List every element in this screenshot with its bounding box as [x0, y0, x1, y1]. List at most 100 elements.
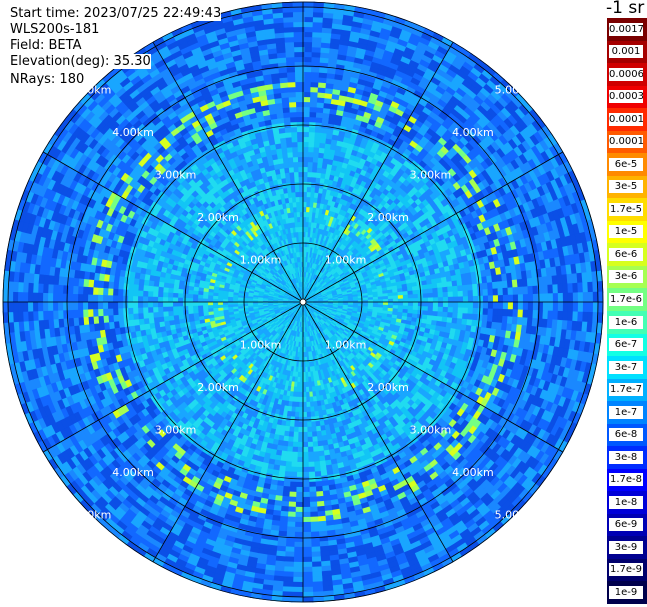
- range-gate: [305, 276, 308, 283]
- range-gate: [342, 75, 353, 83]
- range-gate: [445, 50, 459, 62]
- range-gate: [335, 259, 341, 265]
- range-gate: [305, 216, 310, 223]
- range-gate: [327, 158, 334, 166]
- range-gate: [310, 278, 314, 284]
- range-gate: [470, 67, 483, 79]
- range-gate: [360, 242, 367, 249]
- range-gate: [331, 233, 337, 240]
- range-gate: [345, 229, 352, 236]
- range-gate: [311, 56, 322, 63]
- range-gate: [342, 222, 349, 229]
- range-gate: [338, 94, 348, 102]
- range-gate: [372, 82, 383, 91]
- range-gate: [377, 248, 385, 255]
- range-gate: [321, 167, 328, 175]
- range-gate: [334, 119, 343, 127]
- range-gate: [318, 286, 324, 291]
- range-gate: [317, 92, 327, 99]
- range-gate: [355, 251, 361, 258]
- range-gate: [497, 82, 510, 95]
- range-gate: [305, 292, 308, 298]
- range-gate: [504, 103, 517, 116]
- range-gate: [320, 244, 324, 251]
- range-gate: [337, 49, 349, 56]
- range-gate: [310, 86, 320, 93]
- range-gate: [305, 287, 308, 293]
- range-gate: [321, 261, 326, 268]
- range-gate: [351, 247, 358, 254]
- range-gate: [391, 79, 402, 88]
- range-gate: [497, 288, 504, 297]
- range-gate: [340, 120, 349, 128]
- range-gate: [324, 230, 330, 237]
- range-gate: [336, 268, 342, 274]
- range-gate: [446, 68, 459, 79]
- range-gate: [345, 272, 352, 278]
- range-gate: [303, 251, 305, 257]
- range-gate: [345, 127, 354, 134]
- range-gate: [329, 108, 338, 116]
- range-gate: [330, 277, 336, 282]
- range-gate: [304, 286, 306, 293]
- range-gate: [541, 125, 553, 139]
- range-gate: [338, 249, 344, 255]
- range-gate: [483, 83, 496, 95]
- range-gate: [310, 191, 316, 198]
- range-gate: [343, 253, 349, 260]
- range-gate: [311, 41, 323, 48]
- range-gate: [341, 115, 350, 123]
- range-gate: [332, 271, 338, 277]
- range-gate: [490, 89, 503, 102]
- range-gate: [325, 271, 331, 277]
- range-gate: [308, 126, 317, 133]
- range-gate: [309, 272, 312, 278]
- range-gate: [532, 302, 539, 312]
- range-gate: [412, 294, 419, 299]
- range-gate: [322, 229, 327, 236]
- range-gate: [334, 218, 341, 225]
- range-gate: [319, 279, 325, 285]
- range-gate: [303, 196, 308, 203]
- range-gate: [331, 93, 341, 101]
- range-gate: [333, 228, 339, 235]
- range-gate: [427, 41, 441, 52]
- range-gate: [310, 247, 313, 253]
- range-gate: [402, 51, 415, 61]
- range-gate: [303, 111, 311, 118]
- range-gate: [333, 239, 339, 246]
- range-gate: [338, 44, 350, 52]
- range-gate: [312, 263, 316, 269]
- range-gate: [364, 49, 377, 58]
- range-gate: [510, 159, 521, 171]
- range-gate: [314, 288, 320, 293]
- range-gate: [323, 269, 328, 275]
- range-gate: [408, 81, 420, 91]
- range-gate: [306, 211, 310, 218]
- range-gate: [432, 292, 439, 299]
- range-gate: [347, 213, 354, 220]
- range-gate: [312, 166, 318, 173]
- range-gate: [348, 244, 354, 251]
- range-gate: [343, 106, 353, 113]
- range-gate: [390, 57, 402, 67]
- range-gate: [319, 177, 326, 184]
- range-gate: [342, 70, 354, 78]
- range-gate: [323, 262, 328, 269]
- range-gate: [314, 258, 318, 264]
- range-gate: [326, 279, 331, 284]
- range-gate: [308, 131, 316, 138]
- range-gate: [409, 32, 423, 43]
- range-gate: [334, 150, 342, 157]
- range-gate: [387, 88, 398, 97]
- range-gate: [311, 46, 323, 53]
- range-gate: [359, 234, 367, 242]
- range-gate: [343, 65, 355, 73]
- range-gate: [303, 281, 305, 287]
- range-gate: [314, 192, 319, 199]
- range-gate: [310, 291, 315, 296]
- range-gate: [318, 152, 325, 159]
- range-gate: [547, 302, 554, 312]
- range-gate: [459, 47, 473, 59]
- range-gate: [312, 21, 324, 28]
